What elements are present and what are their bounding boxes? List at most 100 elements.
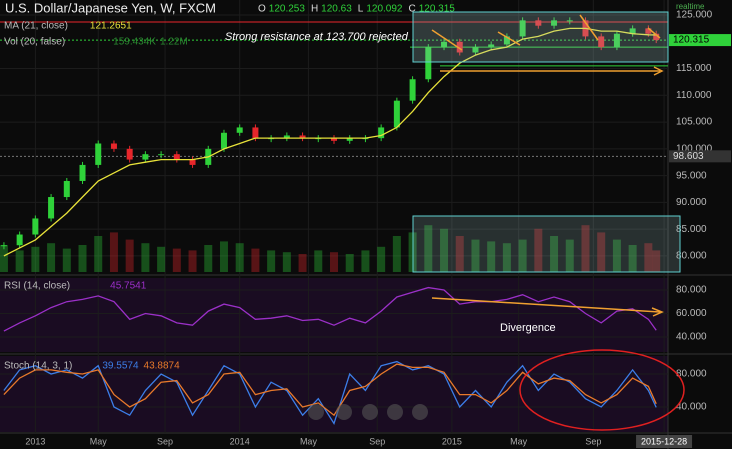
x-tick-label: May [510,436,528,446]
stoch-legend: Stoch (14, 3, 1) [4,361,72,372]
x-tick-label: Sep [585,436,601,446]
rsi-legend: RSI (14, close) [4,281,70,292]
volume-bar [361,250,370,272]
candle [488,44,495,48]
volume-bar [141,243,150,272]
volume-bar [78,245,87,272]
ma-line [3,27,657,257]
volume-bar [188,250,197,272]
candle [95,143,102,165]
x-tick-label: 2013 [25,436,45,446]
volume-bar [534,228,543,272]
x-tick-label: Sep [369,436,385,446]
volume-bar [345,254,354,272]
volume-bar [219,241,228,272]
price-badge-label: 98.603 [673,151,704,162]
volume-bar [455,236,464,272]
stoch-line [3,363,657,417]
legend-value: 45.7541 [110,281,147,292]
candle [645,28,652,34]
candle [535,20,542,26]
volume-box [412,215,681,273]
stoch-line [3,360,657,426]
y-tick-label: 60.000 [676,308,707,319]
candle [0,245,7,247]
candle [173,154,180,160]
candle [598,36,605,48]
rsi-panel [0,278,668,352]
x-tick-label: 2015-12-28 [641,436,687,446]
volume-bar [251,248,260,272]
volume-legend: Vol (20, false) [4,37,65,48]
volume-bar [109,232,118,272]
y-tick-label: 125.000 [676,10,713,21]
volume-bar [471,239,480,272]
candle [32,218,39,235]
candle [79,164,86,181]
volume-bar [282,252,291,272]
candle [629,28,636,34]
y-tick-label: 95.000 [676,170,707,181]
y-tick-label: 100.000 [676,143,713,154]
candle [236,127,243,133]
volume-bar [62,248,71,272]
volume-bar [172,248,181,272]
candle [16,234,23,246]
range-box [412,11,669,63]
volume-bar [157,246,166,272]
volume-bar [628,245,637,272]
volume-bar [330,252,338,272]
legend-value: 43.8874 [144,361,181,372]
volume-bar [377,246,386,272]
candle [551,20,558,26]
volume-bar [644,243,653,272]
candle [63,180,70,198]
volume-bar [550,236,559,272]
y-tick-label: 90.000 [676,197,707,208]
volume-bar [392,236,401,272]
volume-bar [487,241,496,272]
ohlc-key: O [258,4,266,15]
candle [393,100,400,128]
y-tick-label: 80.000 [676,369,707,380]
y-tick-label: 115.000 [676,63,712,74]
volume-bar [125,239,134,272]
candle [48,197,55,219]
candle [189,159,196,165]
plot: 2013 May Sep 2014 May Sep 2015 May Sep 2015-12-28… [0,0,713,448]
volume-bar [298,254,307,272]
candle [441,41,448,48]
candle [346,138,353,141]
volume-bar [235,243,244,272]
x-tick-label: May [300,436,318,446]
ohlc-key: L [358,4,364,15]
volume-bar [31,246,40,272]
volume-bar [204,245,213,272]
y-tick-label: 40.000 [676,402,707,413]
legend-value: 1.22M [160,37,188,48]
volume-bar [502,243,511,272]
candle [299,135,306,139]
volume-bar [581,225,590,272]
highlight-ellipse [519,349,685,431]
candle [283,135,290,139]
volume-bar [424,225,433,272]
volume-bar [15,250,24,272]
candle [220,132,227,149]
arrows [431,14,664,317]
rsi-line [3,286,657,332]
candle [425,47,432,80]
candle [142,154,149,160]
volume-bar [314,250,323,272]
legend-value: 159.434K [113,37,156,48]
realtime-label: realtime [676,2,705,11]
x-tick-label: 2015 [442,436,462,446]
volume-bar [565,239,574,272]
ohlc-value: 120.315 [419,4,456,15]
price-badge-label: 120.315 [673,35,710,46]
volume-bar [518,239,527,272]
y-tick-label: 85.000 [676,224,707,235]
y-tick-label: 105.000 [676,117,713,128]
